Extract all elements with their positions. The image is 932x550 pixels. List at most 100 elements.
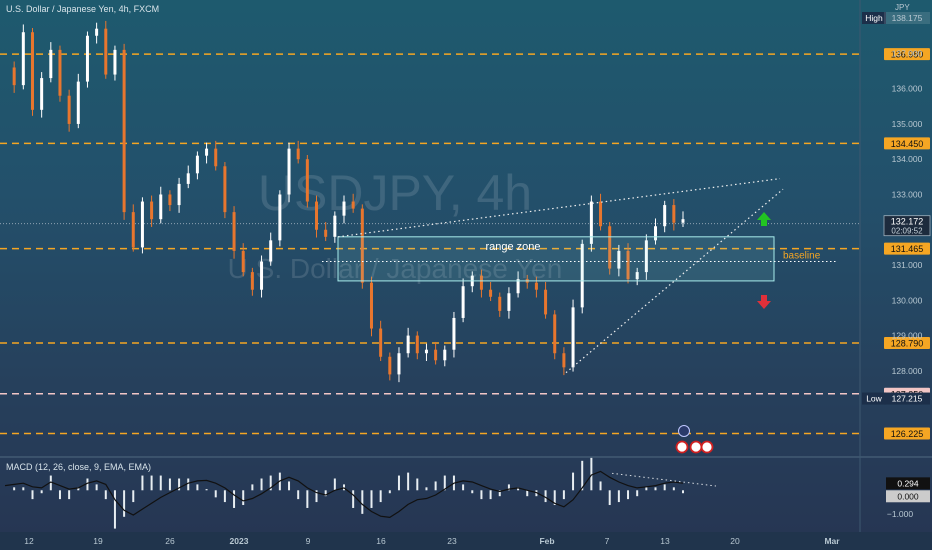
candle-body [250, 272, 254, 290]
x-tick-label: 12 [24, 536, 34, 546]
level-badge [884, 242, 930, 255]
macd-value-badge [886, 477, 930, 490]
candle-body [489, 289, 493, 297]
candle-body [305, 159, 309, 202]
x-tick-label: 26 [165, 536, 175, 546]
candle-body [351, 201, 355, 209]
candle-body [223, 166, 227, 213]
high-tag [862, 12, 886, 24]
candle-body [415, 335, 419, 354]
macd-value-label: 0.294 [897, 478, 919, 488]
candle-body [534, 282, 538, 290]
economic-event-icon[interactable] [689, 440, 703, 454]
level-label: 134.450 [891, 139, 924, 149]
candle-body [406, 335, 410, 354]
macd-title[interactable]: MACD (12, 26, close, 9, EMA, EMA) [6, 462, 152, 472]
level-badge [884, 48, 930, 61]
candle-body [287, 148, 291, 195]
y-tick-label: 136.000 [892, 84, 923, 94]
candle-body [30, 32, 34, 110]
last-price-label: 132.172 [891, 217, 924, 227]
y-tick-label: 130.000 [892, 295, 923, 305]
candle-body [443, 349, 447, 361]
level-badge [884, 336, 930, 349]
low-tag [862, 392, 886, 405]
event-flag-icon[interactable] [678, 425, 690, 437]
y-tick-label: 129.000 [892, 331, 923, 341]
candle-body [269, 240, 273, 262]
candle-body [49, 49, 53, 79]
candle-body [67, 95, 71, 124]
x-tick-label: 2023 [230, 536, 249, 546]
candle-body [626, 250, 630, 280]
x-tick-label: Feb [539, 536, 554, 546]
macd-zero-label: 0.000 [897, 491, 919, 501]
candle-body [397, 353, 401, 375]
x-tick-label: 19 [93, 536, 103, 546]
high-label: High [865, 13, 883, 23]
x-tick-label: 23 [447, 536, 457, 546]
candle-body [12, 67, 16, 86]
y-tick-label: 135.000 [892, 119, 923, 129]
countdown-label: 02:09:52 [891, 227, 923, 236]
macd-trendline[interactable] [611, 472, 717, 487]
candle-body [333, 215, 337, 237]
candle-body [589, 201, 593, 244]
candle-body [617, 250, 621, 269]
candle-body [388, 356, 392, 375]
x-tick-label: 7 [605, 536, 610, 546]
low-value-label: 127.215 [892, 394, 923, 404]
candle-body [113, 49, 117, 75]
y-tick-label: 128.000 [892, 366, 923, 376]
candle-body [461, 286, 465, 318]
range-zone-box[interactable] [337, 236, 775, 282]
macd-line [4, 470, 684, 519]
candle-body [159, 194, 163, 220]
candle-body [672, 205, 676, 223]
symbol-title: U.S. Dollar / Japanese Yen, 4h, FXCM [6, 4, 160, 14]
candle-body [644, 240, 648, 273]
candle-body [214, 148, 218, 167]
candle-body [205, 148, 209, 156]
candle-body [599, 201, 603, 227]
x-tick-label: 16 [376, 536, 386, 546]
candle-body [498, 296, 502, 311]
candle-body [379, 328, 383, 357]
candle-body [424, 349, 428, 354]
candle-body [195, 155, 199, 174]
last-price-badge [883, 215, 931, 237]
candle-body [315, 201, 319, 230]
time-axis-band [0, 532, 932, 550]
level-label: 131.465 [891, 244, 924, 254]
candle-body [452, 317, 456, 350]
candle-body [232, 212, 236, 251]
candle-body [663, 205, 667, 227]
candle-body [553, 314, 557, 354]
y-tick-label: 131.000 [892, 260, 923, 270]
candle-body [104, 28, 108, 75]
candle-body [360, 208, 364, 283]
y-tick-label: 134.000 [892, 154, 923, 164]
x-tick-label: Mar [824, 536, 840, 546]
arrow-down-icon [757, 295, 771, 309]
candle-body [40, 78, 44, 110]
candle-body [681, 219, 685, 223]
baseline-label: baseline [783, 251, 821, 262]
range-zone-label: range zone [485, 241, 540, 253]
candle-body [324, 229, 328, 237]
candle-body [122, 49, 126, 213]
economic-event-icon[interactable] [700, 440, 714, 454]
arrow-up-icon [757, 212, 771, 226]
high-value-badge [884, 12, 930, 24]
candle-body [278, 194, 282, 241]
candle-body [342, 201, 346, 216]
high-value-label: 138.175 [892, 13, 923, 23]
level-label: 136.980 [891, 50, 924, 60]
x-tick-label: 9 [306, 536, 311, 546]
y-tick-label: 133.000 [892, 189, 923, 199]
watermark-ticker: USDJPY, 4h [258, 165, 532, 221]
level-label: 128.790 [891, 338, 924, 348]
economic-event-icon[interactable] [675, 440, 689, 454]
